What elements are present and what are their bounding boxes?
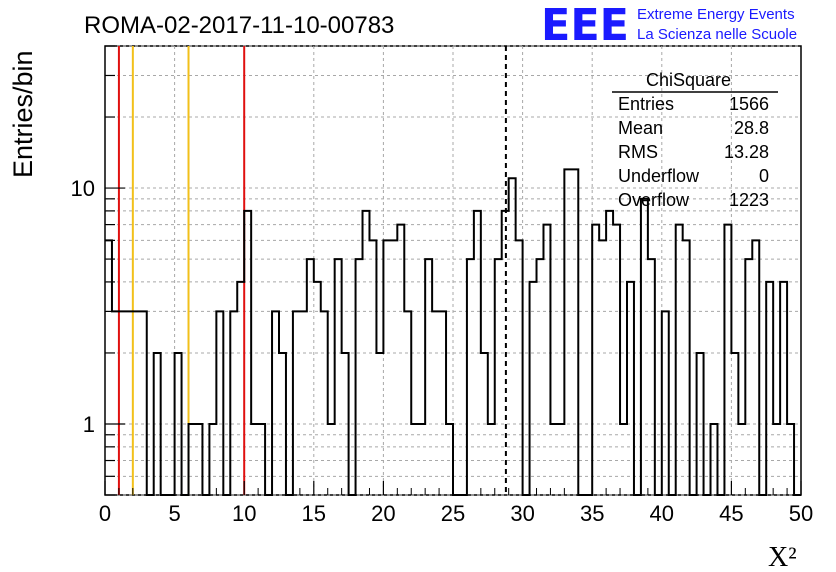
- axis-ticks: [104, 45, 802, 496]
- x-tick-label: 5: [168, 501, 180, 526]
- stat-overflow-value: 1223: [729, 190, 769, 210]
- y-axis-title: Entries/bin: [8, 50, 38, 178]
- x-tick-label: 35: [580, 501, 604, 526]
- stats-box: ChiSquare Entries 1566 Mean 28.8 RMS 13.…: [612, 70, 778, 210]
- eee-logo: EEE Extreme Energy Events La Scienza nel…: [541, 0, 797, 51]
- y-tick-label: 1: [83, 412, 95, 437]
- logo-line-2: La Scienza nelle Scuole: [637, 26, 797, 43]
- logo-line-1: Extreme Energy Events: [637, 6, 795, 23]
- x-tick-label: 25: [441, 501, 465, 526]
- x-tick-label: 40: [650, 501, 674, 526]
- x-tick-label: 50: [789, 501, 813, 526]
- histogram-series: [105, 168, 801, 496]
- x-tick-label: 0: [99, 501, 111, 526]
- x-tick-label: 30: [510, 501, 534, 526]
- x-tick-labels: 0 5 10 15 20 25 30 35 40 45 50: [99, 501, 813, 526]
- x-tick-label: 10: [232, 501, 256, 526]
- stat-entries-value: 1566: [729, 94, 769, 114]
- x-tick-label: 20: [371, 501, 395, 526]
- stats-box-title: ChiSquare: [646, 70, 731, 90]
- stat-overflow-label: Overflow: [618, 190, 690, 210]
- stat-underflow-value: 0: [759, 166, 769, 186]
- stat-rms-value: 13.28: [724, 142, 769, 162]
- stat-mean-value: 28.8: [734, 118, 769, 138]
- x-tick-label: 15: [302, 501, 326, 526]
- stat-mean-label: Mean: [618, 118, 663, 138]
- logo-mark: EEE: [541, 0, 629, 51]
- x-axis-title: X²: [768, 542, 797, 572]
- stat-entries-label: Entries: [618, 94, 674, 114]
- stat-underflow-label: Underflow: [618, 166, 700, 186]
- x-tick-label: 45: [719, 501, 743, 526]
- marker-lines: [117, 46, 507, 495]
- y-tick-labels: 1 10: [71, 176, 95, 437]
- stat-rms-label: RMS: [618, 142, 658, 162]
- y-tick-label: 10: [71, 176, 95, 201]
- run-title: ROMA-02-2017-11-10-00783: [84, 12, 394, 39]
